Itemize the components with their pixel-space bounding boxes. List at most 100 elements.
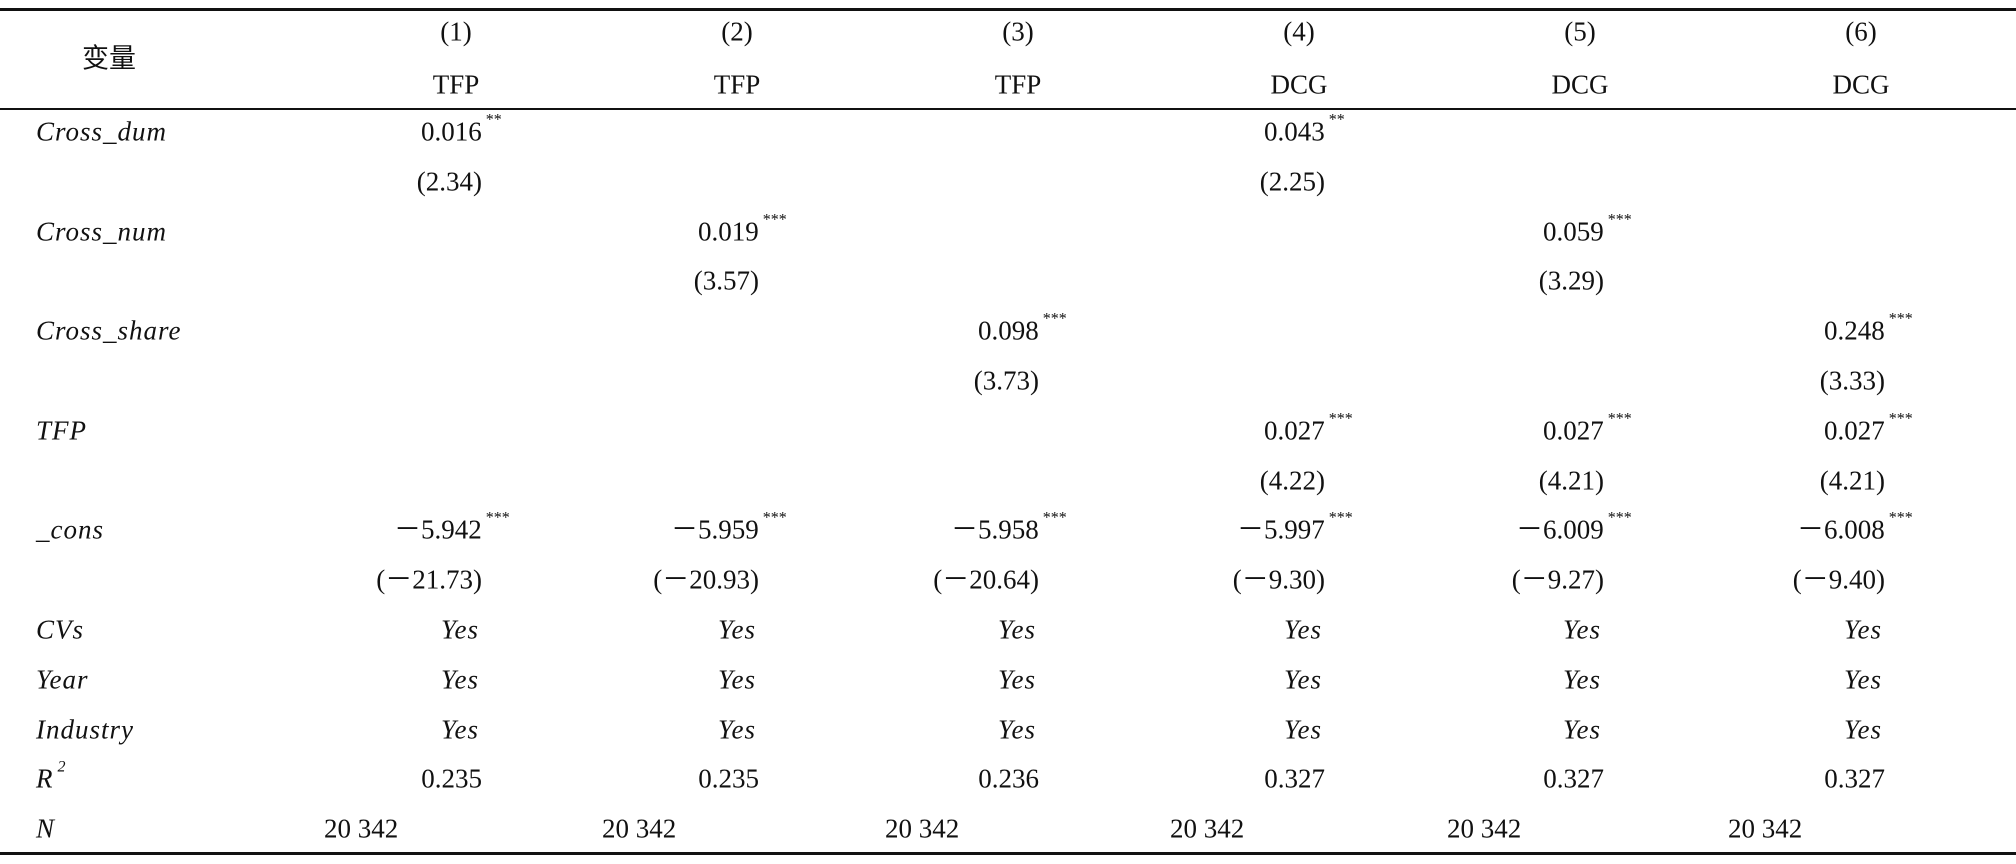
row-label-text: N bbox=[36, 813, 56, 844]
cell: Yes bbox=[1843, 664, 1883, 695]
dependent-variable: DCG bbox=[1832, 69, 1890, 100]
cell: Yes bbox=[1283, 714, 1323, 745]
dependent-variable: TFP bbox=[713, 69, 761, 100]
coefficient: 0.059 bbox=[1543, 216, 1604, 247]
cell: (2.34) bbox=[416, 166, 482, 197]
significance-stars: *** bbox=[1607, 509, 1632, 527]
cell: 20 342 bbox=[885, 813, 960, 844]
row-label: Year bbox=[36, 666, 89, 693]
cell: 0.236 bbox=[978, 763, 1039, 794]
cell: 0.016 ** bbox=[421, 112, 502, 147]
cell: Yes bbox=[1562, 664, 1602, 695]
top-rule bbox=[0, 8, 2016, 11]
row-label: Industry bbox=[36, 716, 134, 743]
header-rule bbox=[0, 108, 2016, 110]
significance-stars: *** bbox=[1607, 410, 1632, 428]
cell: (－9.30) bbox=[1232, 564, 1325, 595]
column-number: (1) bbox=[440, 16, 472, 47]
coefficient: 0.043 bbox=[1264, 116, 1325, 147]
cell: (－21.73) bbox=[376, 564, 482, 595]
cell: 0.235 bbox=[421, 763, 482, 794]
coefficient: 0.098 bbox=[978, 315, 1039, 346]
coefficient: －5.942 bbox=[394, 514, 482, 545]
significance-stars: *** bbox=[485, 509, 510, 527]
coefficient: －5.959 bbox=[671, 514, 759, 545]
row-label-text: Cross_num bbox=[36, 216, 168, 247]
significance-stars: *** bbox=[1328, 410, 1353, 428]
row-label-text: Cross_dum bbox=[36, 116, 168, 147]
cell: (4.21) bbox=[1819, 465, 1885, 496]
row-label-text: Industry bbox=[36, 714, 134, 745]
cell: 0.235 bbox=[698, 763, 759, 794]
column-number: (3) bbox=[1002, 16, 1034, 47]
cell: －5.958 *** bbox=[951, 510, 1067, 545]
cell: (－20.93) bbox=[653, 564, 759, 595]
row-label-text: _cons bbox=[36, 514, 104, 545]
cell: Yes bbox=[997, 714, 1037, 745]
cell: (4.22) bbox=[1259, 465, 1325, 496]
row-label-text: Year bbox=[36, 664, 89, 695]
cell: 20 342 bbox=[324, 813, 399, 844]
cell: Yes bbox=[440, 714, 480, 745]
cell: Yes bbox=[997, 614, 1037, 645]
significance-stars: *** bbox=[1888, 410, 1913, 428]
cell: (3.29) bbox=[1538, 265, 1604, 296]
cell: Yes bbox=[1283, 614, 1323, 645]
dependent-variable: DCG bbox=[1270, 69, 1328, 100]
significance-stars: *** bbox=[1328, 509, 1353, 527]
cell: (－20.64) bbox=[933, 564, 1039, 595]
coefficient: 0.016 bbox=[421, 116, 482, 147]
coefficient: 0.027 bbox=[1264, 415, 1325, 446]
cell: －5.942 *** bbox=[394, 510, 510, 545]
significance-stars: *** bbox=[1888, 509, 1913, 527]
significance-stars: *** bbox=[1888, 310, 1913, 328]
cell: 0.059 *** bbox=[1543, 212, 1632, 247]
cell: 0.027 *** bbox=[1543, 411, 1632, 446]
cell: (－9.40) bbox=[1792, 564, 1885, 595]
cell: Yes bbox=[1562, 614, 1602, 645]
cell: Yes bbox=[1843, 714, 1883, 745]
significance-stars: *** bbox=[762, 509, 787, 527]
cell: Yes bbox=[717, 614, 757, 645]
column-number: (2) bbox=[721, 16, 753, 47]
coefficient: 0.027 bbox=[1824, 415, 1885, 446]
cell: (3.73) bbox=[973, 365, 1039, 396]
cell: Yes bbox=[1562, 714, 1602, 745]
coefficient: 0.027 bbox=[1543, 415, 1604, 446]
dependent-variable: TFP bbox=[432, 69, 480, 100]
cell: (3.33) bbox=[1819, 365, 1885, 396]
row-label: N bbox=[36, 813, 56, 844]
cell: 20 342 bbox=[1728, 813, 1803, 844]
cell: 0.098 *** bbox=[978, 311, 1067, 346]
row-label: Cross_num bbox=[36, 218, 167, 245]
row-label-text: CVs bbox=[36, 614, 85, 645]
row-label: TFP bbox=[36, 417, 87, 444]
cell: (－9.27) bbox=[1511, 564, 1604, 595]
cell: Yes bbox=[717, 714, 757, 745]
row-label: Cross_share bbox=[36, 317, 182, 345]
bottom-rule bbox=[0, 852, 2016, 855]
significance-stars: *** bbox=[762, 211, 787, 229]
dependent-variable: DCG bbox=[1551, 69, 1609, 100]
significance-stars: *** bbox=[1607, 211, 1632, 229]
column-number: (4) bbox=[1283, 16, 1315, 47]
cell: Yes bbox=[440, 664, 480, 695]
row-label-text: R bbox=[36, 763, 54, 794]
coefficient: －5.958 bbox=[951, 514, 1039, 545]
cell: －5.997 *** bbox=[1237, 510, 1353, 544]
cell: －5.959 *** bbox=[671, 510, 787, 545]
significance-stars: *** bbox=[1042, 509, 1067, 527]
significance-stars: ** bbox=[1328, 111, 1345, 129]
cell: 0.327 bbox=[1264, 763, 1325, 794]
cell: 0.327 bbox=[1824, 763, 1885, 794]
cell: 0.327 bbox=[1543, 763, 1604, 794]
coefficient: －6.008 bbox=[1797, 514, 1885, 545]
row-label-text: TFP bbox=[36, 415, 88, 446]
cell: Yes bbox=[717, 664, 757, 695]
row-label: Cross_dum bbox=[36, 116, 168, 147]
cell: 0.027 *** bbox=[1264, 411, 1353, 446]
cell: 0.248 *** bbox=[1824, 311, 1913, 345]
cell: (3.57) bbox=[693, 265, 759, 296]
